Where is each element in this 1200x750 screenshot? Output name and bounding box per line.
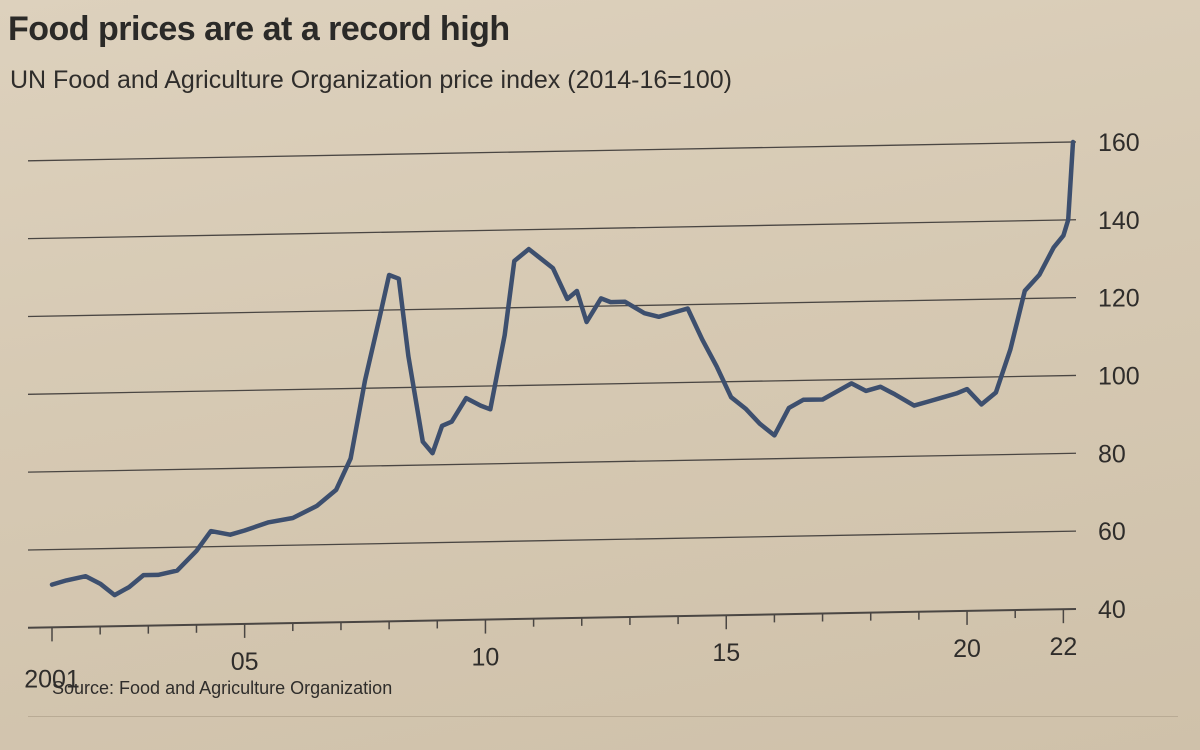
gridline-140 (27, 219, 1077, 240)
gridline-40 (27, 607, 1077, 629)
y-axis-tick-labels: 40 60 80 100 120 140 160 (1098, 129, 1140, 624)
y-tick-label-40: 40 (1098, 596, 1126, 624)
x-tick-label-2001: 2001 (24, 665, 80, 693)
x-tick-label-2010: 10 (472, 644, 500, 672)
chart-title: Food prices are at a record high (8, 10, 510, 48)
gridline-160 (27, 141, 1077, 162)
gridline-60 (27, 530, 1077, 551)
gridline-80 (27, 452, 1077, 473)
gridline-100 (27, 374, 1077, 395)
series-line-0 (49, 139, 1076, 598)
source-note: Source: Food and Agriculture Organizatio… (52, 678, 393, 698)
y-tick-label-140: 140 (1098, 207, 1140, 235)
y-tick-label-60: 60 (1098, 518, 1126, 546)
x-tick-label-2015: 15 (712, 639, 740, 667)
bottom-divider (28, 716, 1178, 717)
y-tick-label-80: 80 (1098, 440, 1126, 468)
y-tick-label-160: 160 (1098, 129, 1140, 157)
x-tick-label-2022: 22 (1049, 633, 1077, 661)
series-group (49, 139, 1076, 598)
y-tick-label-120: 120 (1098, 285, 1140, 313)
y-tick-label-100: 100 (1098, 362, 1140, 390)
gridline-120 (27, 296, 1077, 318)
gridlines (27, 141, 1077, 629)
chart-subtitle: UN Food and Agriculture Organization pri… (10, 66, 732, 94)
x-tick-label-2020: 20 (953, 635, 981, 663)
x-tick-label-2005: 05 (231, 648, 259, 676)
x-axis: 2001 05 10 15 20 22 (24, 609, 1077, 693)
